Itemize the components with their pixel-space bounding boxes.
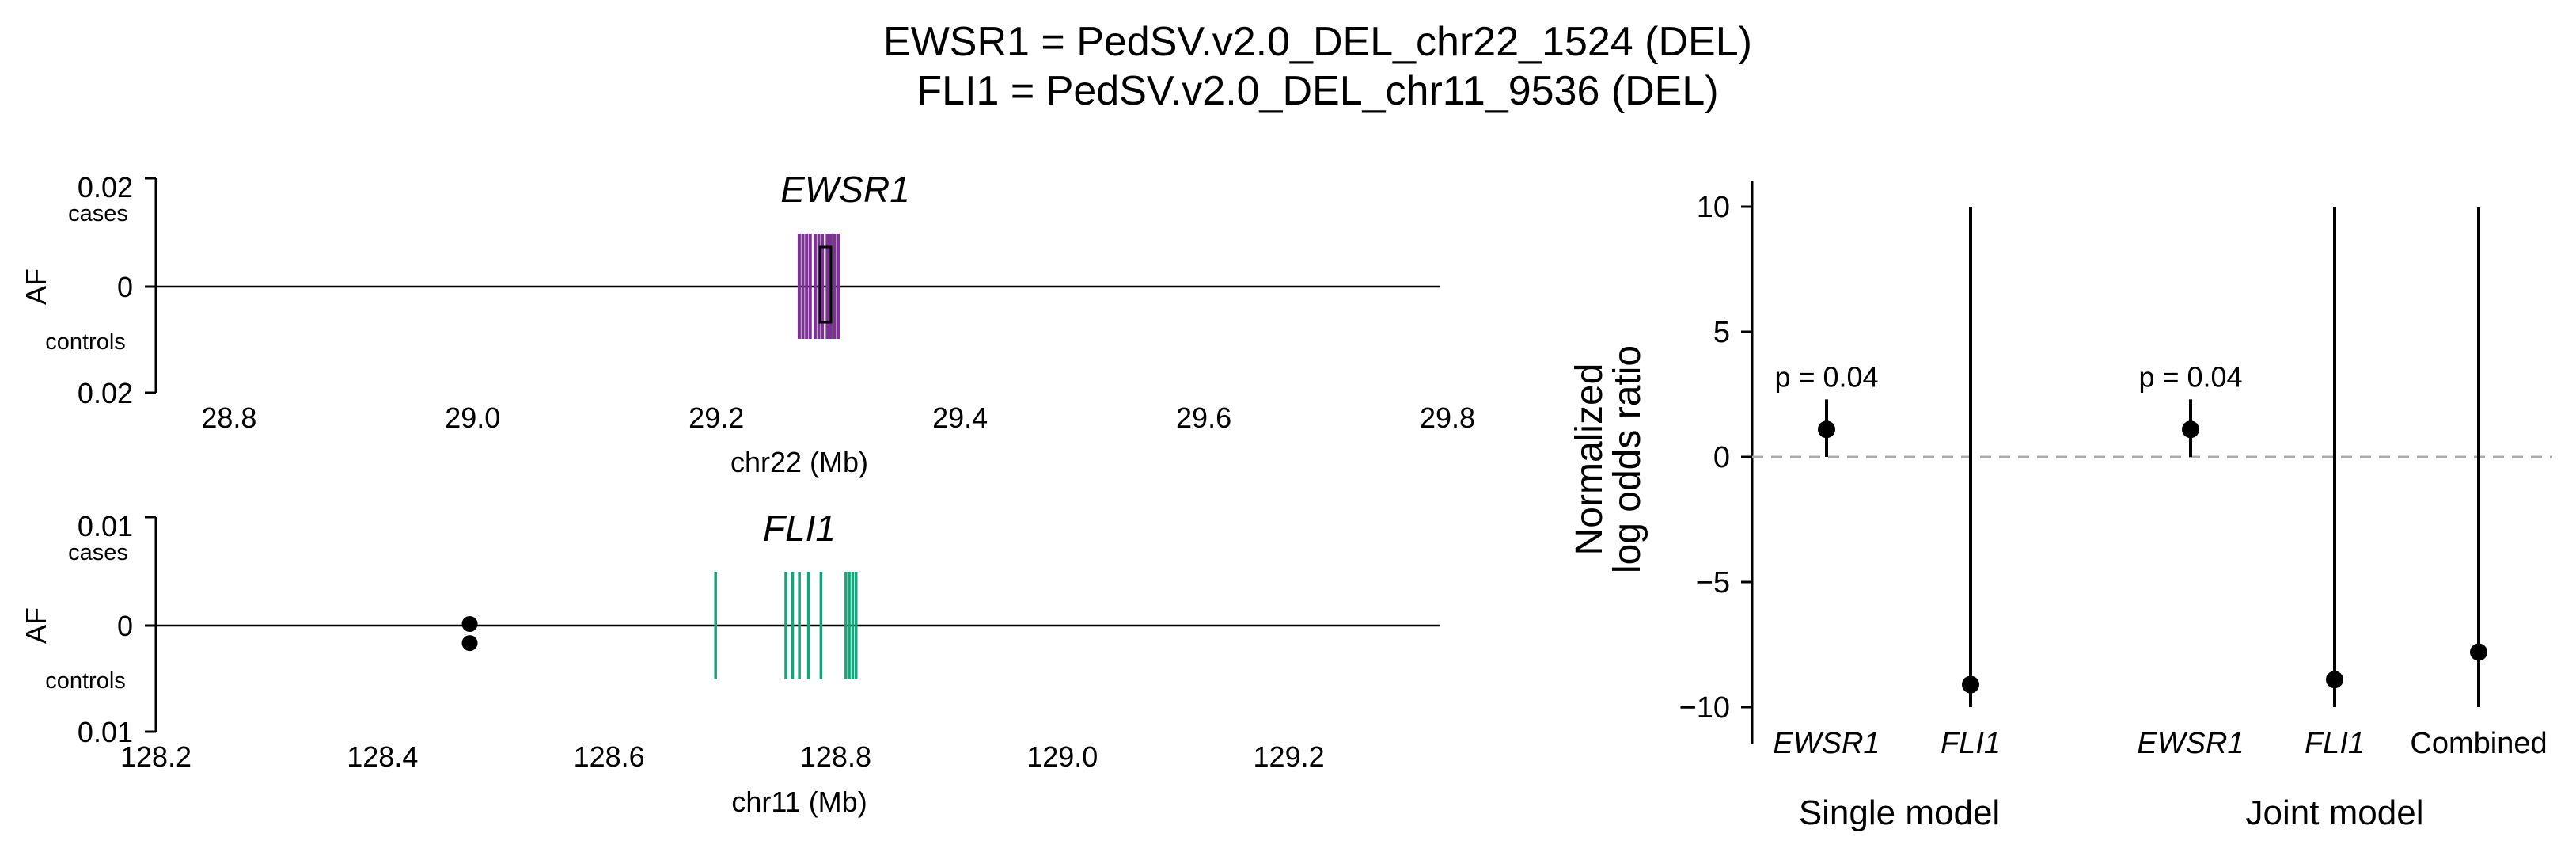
fli1-x-tick-label: 128.8 [800, 740, 871, 773]
or-y-axis-label-line1: Normalized [1569, 363, 1610, 556]
ewsr1-locus-panel: EWSR1 0.02 cases 0 controls 0.02 AF chr2… [20, 169, 1475, 478]
figure-title-line1: EWSR1 = PedSV.v2.0_DEL_chr22_1524 (DEL) [883, 19, 1752, 65]
ewsr1-x-tick-label: 29.8 [1420, 401, 1475, 434]
or-category-label: EWSR1 [2137, 727, 2244, 760]
fli1-y-bottom-tick: 0.01 [78, 716, 133, 748]
ewsr1-y-top-tick: 0.02 [78, 171, 133, 204]
fli1-cases-label: cases [68, 540, 128, 565]
fli1-x-tick-label: 128.2 [120, 740, 192, 773]
figure-title-line2: FLI1 = PedSV.v2.0_DEL_chr11_9536 (DEL) [916, 68, 1718, 114]
ewsr1-y-axis-label: AF [20, 268, 52, 305]
or-p-value-annotation: p = 0.04 [2138, 360, 2242, 393]
fli1-panel-title: FLI1 [763, 508, 836, 549]
ewsr1-x-tick-label: 29.0 [445, 401, 500, 434]
ewsr1-x-tick-label: 29.4 [932, 401, 988, 434]
or-category-label: FLI1 [2305, 727, 2365, 760]
ewsr1-x-axis-label: chr22 (Mb) [730, 446, 868, 478]
or-y-tick-label: −5 [1696, 566, 1730, 599]
or-y-tick-label: 0 [1713, 441, 1730, 474]
fli1-y-mid-tick: 0 [117, 610, 133, 642]
fli1-x-tick-label: 128.6 [574, 740, 645, 773]
or-category-label: FLI1 [1941, 727, 2001, 760]
or-y-tick-label: 5 [1713, 316, 1730, 349]
or-estimate-point [2470, 643, 2487, 661]
fli1-locus-panel: FLI1 0.01 cases 0 controls 0.01 AF chr11… [20, 508, 1440, 818]
fli1-sv-af-point [461, 635, 478, 652]
ewsr1-x-tick-label: 29.2 [689, 401, 744, 434]
fli1-y-top-tick: 0.01 [78, 510, 133, 542]
ewsr1-sv-interval [818, 245, 833, 324]
ewsr1-controls-label: controls [45, 329, 126, 355]
ewsr1-y-mid-tick: 0 [117, 271, 133, 303]
or-estimate-point [1818, 420, 1835, 439]
single-model-label: Single model [1799, 793, 2000, 832]
fli1-x-tick-label: 129.0 [1026, 740, 1098, 773]
fli1-x-axis-label: chr11 (Mb) [731, 786, 867, 818]
fli1-sv-af-point [461, 616, 478, 632]
or-estimate-point [2182, 420, 2199, 439]
odds-ratio-panel: Normalized log odds ratio Single model J… [1569, 181, 2552, 832]
fli1-y-axis-label: AF [20, 607, 52, 644]
fli1-x-tick-label: 128.4 [347, 740, 418, 773]
fli1-x-tick-label: 129.2 [1254, 740, 1325, 773]
or-p-value-annotation: p = 0.04 [1774, 360, 1878, 393]
or-y-tick-label: −10 [1679, 691, 1730, 725]
fli1-controls-label: controls [45, 668, 126, 694]
joint-model-label: Joint model [2245, 793, 2423, 832]
or-estimate-point [2326, 671, 2343, 689]
ewsr1-x-tick-label: 28.8 [201, 401, 256, 434]
ewsr1-panel-title: EWSR1 [780, 169, 910, 210]
or-y-axis-label-line2: log odds ratio [1607, 345, 1648, 573]
or-estimate-point [1962, 675, 1979, 694]
ewsr1-x-tick-label: 29.6 [1176, 401, 1231, 434]
ewsr1-cases-label: cases [68, 201, 128, 226]
or-y-tick-label: 10 [1697, 191, 1730, 224]
or-category-label: Combined [2410, 727, 2547, 760]
or-category-label: EWSR1 [1773, 727, 1880, 760]
ewsr1-y-bottom-tick: 0.02 [78, 377, 133, 409]
